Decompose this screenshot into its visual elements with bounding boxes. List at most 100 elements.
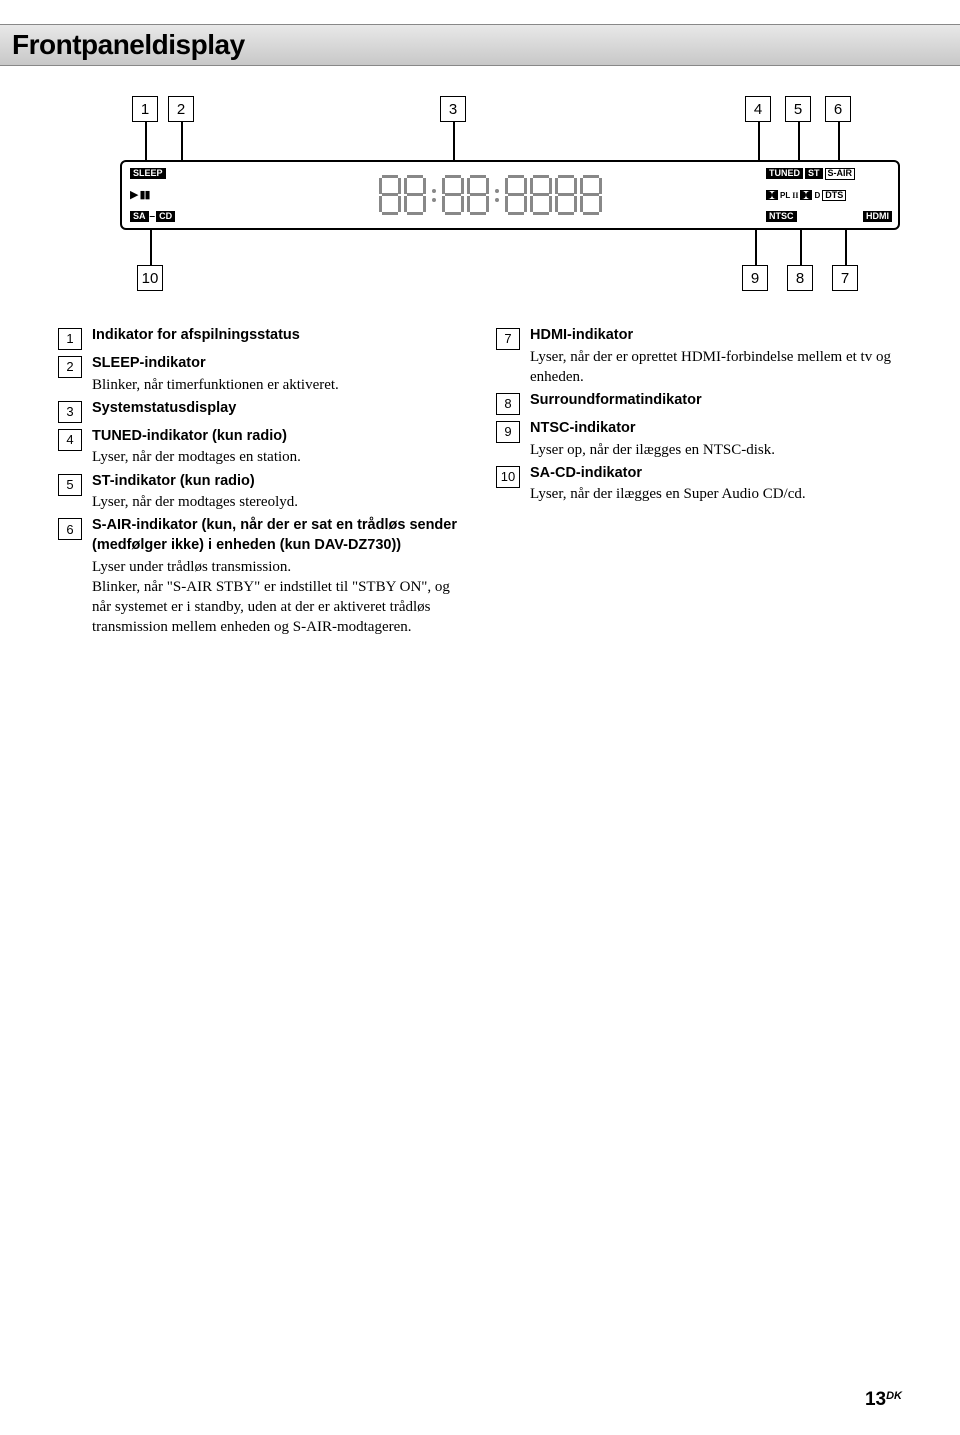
callout-10: 10 bbox=[137, 265, 163, 291]
item-description: Lyser under trådløs transmission. Blinke… bbox=[92, 557, 464, 638]
callout-1: 1 bbox=[132, 96, 158, 122]
colon bbox=[432, 180, 436, 210]
item-number-box: 6 bbox=[58, 518, 82, 540]
item-description: Lyser, når der modtages en station. bbox=[92, 447, 464, 467]
panel-left-top: SLEEP bbox=[130, 168, 212, 179]
panel-center bbox=[216, 166, 764, 224]
seven-seg bbox=[555, 175, 577, 215]
panel-right-row-2: PL II D DTS bbox=[766, 190, 892, 202]
list-item: 10 SA-CD-indikatorLyser, når der ilægges … bbox=[496, 464, 902, 505]
seven-seg bbox=[505, 175, 527, 215]
list-item: 1Indikator for afspilningsstatus bbox=[58, 326, 464, 350]
content-columns: 1Indikator for afspilningsstatus 2 SLEEP-i… bbox=[0, 326, 960, 642]
item-title: Surroundformatindikator bbox=[530, 391, 902, 411]
item-body: TUNED-indikator (kun radio)Lyser, når de… bbox=[92, 427, 464, 468]
seven-seg bbox=[530, 175, 552, 215]
callout-line bbox=[755, 230, 757, 265]
seven-seg bbox=[442, 175, 464, 215]
item-body: NTSC-indikatorLyser op, når der ilægges … bbox=[530, 419, 902, 460]
callout-8: 8 bbox=[787, 265, 813, 291]
item-description: Lyser, når der ilægges en Super Audio CD… bbox=[530, 484, 902, 504]
callout-line bbox=[150, 230, 152, 265]
dts-badge: DTS bbox=[822, 190, 846, 202]
item-number-box: 5 bbox=[58, 474, 82, 496]
seven-seg bbox=[404, 175, 426, 215]
panel-right-row-1: TUNED ST S-AIR bbox=[766, 168, 892, 180]
dolby-icon bbox=[766, 190, 778, 200]
item-body: HDMI-indikatorLyser, når der er oprettet… bbox=[530, 326, 902, 387]
seg-group-1 bbox=[379, 175, 426, 215]
list-item: 8Surroundformatindikator bbox=[496, 391, 902, 415]
item-number-box: 4 bbox=[58, 429, 82, 451]
item-title: Systemstatusdisplay bbox=[92, 399, 464, 419]
list-item: 6 S-AIR-indikator (kun, når der er sat en… bbox=[58, 516, 464, 637]
item-body: Surroundformatindikator bbox=[530, 391, 902, 415]
item-title: TUNED-indikator (kun radio) bbox=[92, 427, 464, 447]
page-number: 13 bbox=[865, 1389, 886, 1410]
list-item: 3 Systemstatusdisplay bbox=[58, 399, 464, 423]
item-description: Blinker, når timerfunktionen er aktivere… bbox=[92, 375, 464, 395]
callout-container: 1 2 3 4 5 6 SLEEP ▶ ▮▮ SA – bbox=[120, 96, 900, 296]
seven-seg bbox=[379, 175, 401, 215]
page-title: Frontpaneldisplay bbox=[12, 29, 960, 61]
item-body: Systemstatusdisplay bbox=[92, 399, 464, 423]
item-title: Indikator for afspilningsstatus bbox=[92, 326, 464, 346]
seg-group-2 bbox=[442, 175, 489, 215]
list-item: 5 ST-indikator (kun radio)Lyser, når der … bbox=[58, 472, 464, 513]
callout-line bbox=[798, 122, 800, 162]
ntsc-badge: NTSC bbox=[766, 211, 797, 222]
item-title: ST-indikator (kun radio) bbox=[92, 472, 464, 492]
pl-text: PL bbox=[780, 191, 790, 200]
sair-badge: S-AIR bbox=[825, 168, 856, 180]
dolby-icon bbox=[800, 190, 812, 200]
item-title: HDMI-indikator bbox=[530, 326, 902, 346]
callout-line bbox=[838, 122, 840, 162]
item-number-box: 9 bbox=[496, 421, 520, 443]
pause-icon: ▮▮ bbox=[139, 190, 149, 201]
tuned-badge: TUNED bbox=[766, 168, 803, 179]
seg-group-3 bbox=[505, 175, 602, 215]
panel-right-row-3: NTSC HDMI bbox=[766, 211, 892, 222]
cd-badge: CD bbox=[156, 211, 175, 222]
st-badge: ST bbox=[805, 168, 823, 179]
colon bbox=[495, 180, 499, 210]
callout-line bbox=[453, 122, 455, 162]
hdmi-badge: HDMI bbox=[863, 211, 892, 222]
play-icon: ▶ bbox=[130, 190, 138, 201]
panel-left-bottom: SA – CD bbox=[130, 211, 212, 222]
panel-left: SLEEP ▶ ▮▮ SA – CD bbox=[126, 166, 216, 224]
callout-2: 2 bbox=[168, 96, 194, 122]
list-item: 4 TUNED-indikator (kun radio)Lyser, når d… bbox=[58, 427, 464, 468]
item-title: NTSC-indikator bbox=[530, 419, 902, 439]
item-body: Indikator for afspilningsstatus bbox=[92, 326, 464, 350]
item-title: SA-CD-indikator bbox=[530, 464, 902, 484]
item-title: S-AIR-indikator (kun, når der er sat en … bbox=[92, 516, 464, 555]
two-text: II bbox=[792, 191, 798, 200]
callout-line bbox=[181, 122, 183, 162]
item-body: S-AIR-indikator (kun, når der er sat en … bbox=[92, 516, 464, 637]
left-column: 1Indikator for afspilningsstatus 2 SLEEP-i… bbox=[58, 326, 464, 642]
item-description: Lyser, når der er oprettet HDMI-forbinde… bbox=[530, 347, 902, 388]
item-body: ST-indikator (kun radio)Lyser, når der m… bbox=[92, 472, 464, 513]
callout-4: 4 bbox=[745, 96, 771, 122]
seven-seg bbox=[467, 175, 489, 215]
list-item: 9 NTSC-indikatorLyser op, når der ilægges… bbox=[496, 419, 902, 460]
callout-line bbox=[145, 122, 147, 162]
display-panel: SLEEP ▶ ▮▮ SA – CD bbox=[120, 160, 900, 230]
dash: – bbox=[150, 211, 156, 222]
seven-seg bbox=[580, 175, 602, 215]
item-number-box: 7 bbox=[496, 328, 520, 350]
callout-line bbox=[758, 122, 760, 162]
sleep-badge: SLEEP bbox=[130, 168, 166, 179]
item-description: Lyser op, når der ilægges en NTSC-disk. bbox=[530, 440, 902, 460]
item-number-box: 2 bbox=[58, 356, 82, 378]
header-bar: Frontpaneldisplay bbox=[0, 24, 960, 66]
page-footer: 13DK bbox=[865, 1389, 902, 1411]
item-title: SLEEP-indikator bbox=[92, 354, 464, 374]
item-number-box: 10 bbox=[496, 466, 520, 488]
playback-icons: ▶ ▮▮ bbox=[130, 190, 212, 201]
list-item: 7 HDMI-indikatorLyser, når der er oprette… bbox=[496, 326, 902, 387]
item-number-box: 3 bbox=[58, 401, 82, 423]
display-diagram: 1 2 3 4 5 6 SLEEP ▶ ▮▮ SA – bbox=[120, 96, 900, 296]
callout-5: 5 bbox=[785, 96, 811, 122]
